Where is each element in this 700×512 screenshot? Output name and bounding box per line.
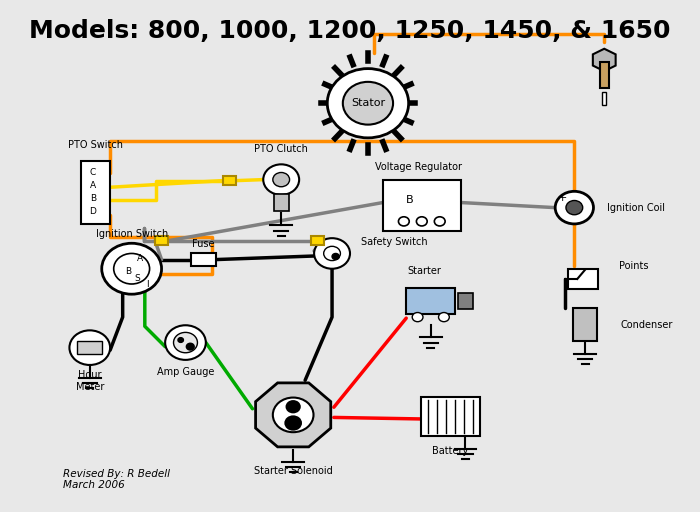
Circle shape xyxy=(398,217,409,226)
Text: Condenser: Condenser xyxy=(621,320,673,330)
Text: Stator: Stator xyxy=(351,98,385,108)
Circle shape xyxy=(102,243,162,294)
Text: Hour
Meter: Hour Meter xyxy=(76,370,104,392)
Circle shape xyxy=(314,238,350,269)
Circle shape xyxy=(263,164,299,195)
Bar xyxy=(77,341,102,354)
Text: Starter: Starter xyxy=(408,266,442,276)
Text: Amp Gauge: Amp Gauge xyxy=(157,367,214,377)
Polygon shape xyxy=(256,383,331,447)
Text: Battery: Battery xyxy=(433,446,468,456)
Text: B: B xyxy=(406,195,414,205)
Text: Ignition Coil: Ignition Coil xyxy=(607,203,665,212)
Text: Voltage Regulator: Voltage Regulator xyxy=(375,162,462,172)
Text: PTO Switch: PTO Switch xyxy=(69,140,123,151)
Text: Models: 800, 1000, 1200, 1250, 1450, & 1650: Models: 800, 1000, 1200, 1250, 1450, & 1… xyxy=(29,19,671,43)
Bar xyxy=(155,236,168,245)
Text: PTO Clutch: PTO Clutch xyxy=(254,144,308,154)
Circle shape xyxy=(323,246,340,261)
Bar xyxy=(191,253,216,266)
Circle shape xyxy=(328,69,409,138)
Text: B: B xyxy=(90,195,96,203)
Circle shape xyxy=(566,201,582,215)
Text: Revised By: R Bedell
March 2006: Revised By: R Bedell March 2006 xyxy=(63,468,170,490)
Circle shape xyxy=(286,416,301,430)
Circle shape xyxy=(434,217,445,226)
Circle shape xyxy=(555,191,594,224)
Circle shape xyxy=(187,344,194,350)
Circle shape xyxy=(174,332,197,353)
Circle shape xyxy=(416,217,427,226)
Text: Starter Solenoid: Starter Solenoid xyxy=(254,466,332,476)
Bar xyxy=(311,236,323,245)
Circle shape xyxy=(178,338,183,342)
Bar xyxy=(81,161,110,224)
Bar xyxy=(602,92,606,104)
Bar xyxy=(573,308,597,342)
Circle shape xyxy=(273,173,290,187)
Circle shape xyxy=(273,397,314,432)
Bar xyxy=(458,293,473,309)
Text: C: C xyxy=(90,168,96,178)
Circle shape xyxy=(438,312,449,322)
Text: Ignition Switch: Ignition Switch xyxy=(95,229,168,239)
Circle shape xyxy=(165,325,206,360)
Text: A: A xyxy=(90,181,96,190)
Text: D: D xyxy=(90,207,96,216)
Bar xyxy=(600,62,609,88)
Text: Safety Switch: Safety Switch xyxy=(360,237,428,247)
Text: B: B xyxy=(125,267,131,276)
Text: Points: Points xyxy=(620,261,649,271)
Text: Fuse: Fuse xyxy=(193,239,215,249)
Text: I: I xyxy=(146,280,148,288)
Text: S: S xyxy=(135,274,141,284)
Bar xyxy=(568,269,598,289)
Circle shape xyxy=(412,312,423,322)
Bar xyxy=(421,397,480,436)
Text: A: A xyxy=(137,254,143,263)
Circle shape xyxy=(113,253,150,284)
Text: +: + xyxy=(558,194,567,203)
Circle shape xyxy=(286,401,300,412)
Bar xyxy=(383,180,461,230)
Circle shape xyxy=(332,253,340,260)
Bar xyxy=(274,195,288,210)
Bar xyxy=(406,288,455,313)
Circle shape xyxy=(69,330,110,365)
Circle shape xyxy=(343,82,393,124)
Bar xyxy=(223,176,236,185)
